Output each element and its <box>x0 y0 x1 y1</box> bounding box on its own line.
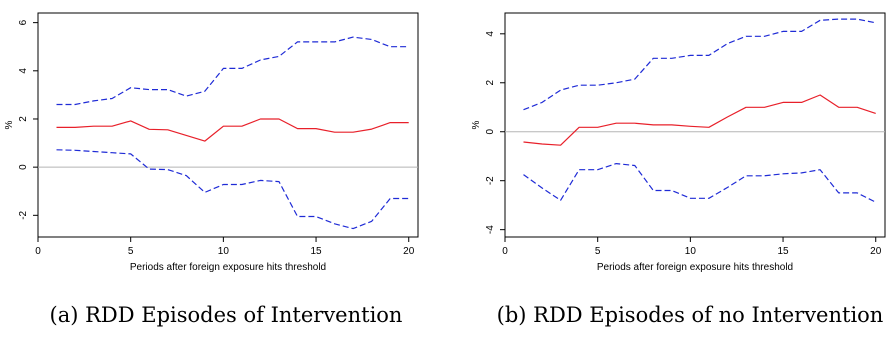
x-axis-title: Periods after foreign exposure hits thre… <box>130 262 326 273</box>
series-upper-line <box>56 36 409 106</box>
x-tick-label: 20 <box>403 246 415 257</box>
y-axis-title: % <box>471 120 482 129</box>
chart-panel-b: 0 5 10 15 20 -4 -2 0 2 4 Periods after foreign exp… <box>471 12 886 327</box>
y-tick-label: 4 <box>18 68 29 74</box>
x-tick-label: 0 <box>35 246 41 257</box>
panel-caption: (a) RDD Episodes of Intervention <box>50 303 403 327</box>
y-tick-label: 2 <box>18 116 29 122</box>
plot-frame <box>37 12 419 238</box>
y-tick-label: -4 <box>485 225 496 234</box>
x-tick-label: 0 <box>502 246 508 257</box>
series-lower-line <box>523 163 876 203</box>
y-tick-label: 0 <box>18 164 29 170</box>
y-tick-label: -2 <box>18 210 29 219</box>
series-estimate-line <box>523 94 876 146</box>
x-tick-label: 20 <box>870 246 882 257</box>
panel-caption: (b) RDD Episodes of no Intervention <box>497 303 884 327</box>
x-tick-label: 15 <box>310 246 322 257</box>
y-tick-label: 0 <box>485 129 496 135</box>
series-estimate-line <box>56 118 409 142</box>
x-tick-label: 5 <box>128 246 134 257</box>
x-tick-label: 15 <box>777 246 789 257</box>
x-tick-label: 10 <box>218 246 230 257</box>
x-tick-label: 5 <box>595 246 601 257</box>
y-tick-label: -2 <box>485 176 496 185</box>
x-axis-title: Periods after foreign exposure hits thre… <box>597 262 793 273</box>
series-upper-line <box>523 18 876 111</box>
chart-panel-a: 0 5 10 15 20 -2 0 2 4 6 Periods after foreign expo… <box>4 12 419 327</box>
x-tick-label: 10 <box>685 246 697 257</box>
y-tick-label: 2 <box>485 80 496 86</box>
y-axis-title: % <box>4 120 15 129</box>
y-tick-label: 6 <box>18 19 29 25</box>
plot-frame <box>504 12 886 238</box>
y-tick-label: 4 <box>485 31 496 37</box>
series-lower-line <box>56 149 409 230</box>
